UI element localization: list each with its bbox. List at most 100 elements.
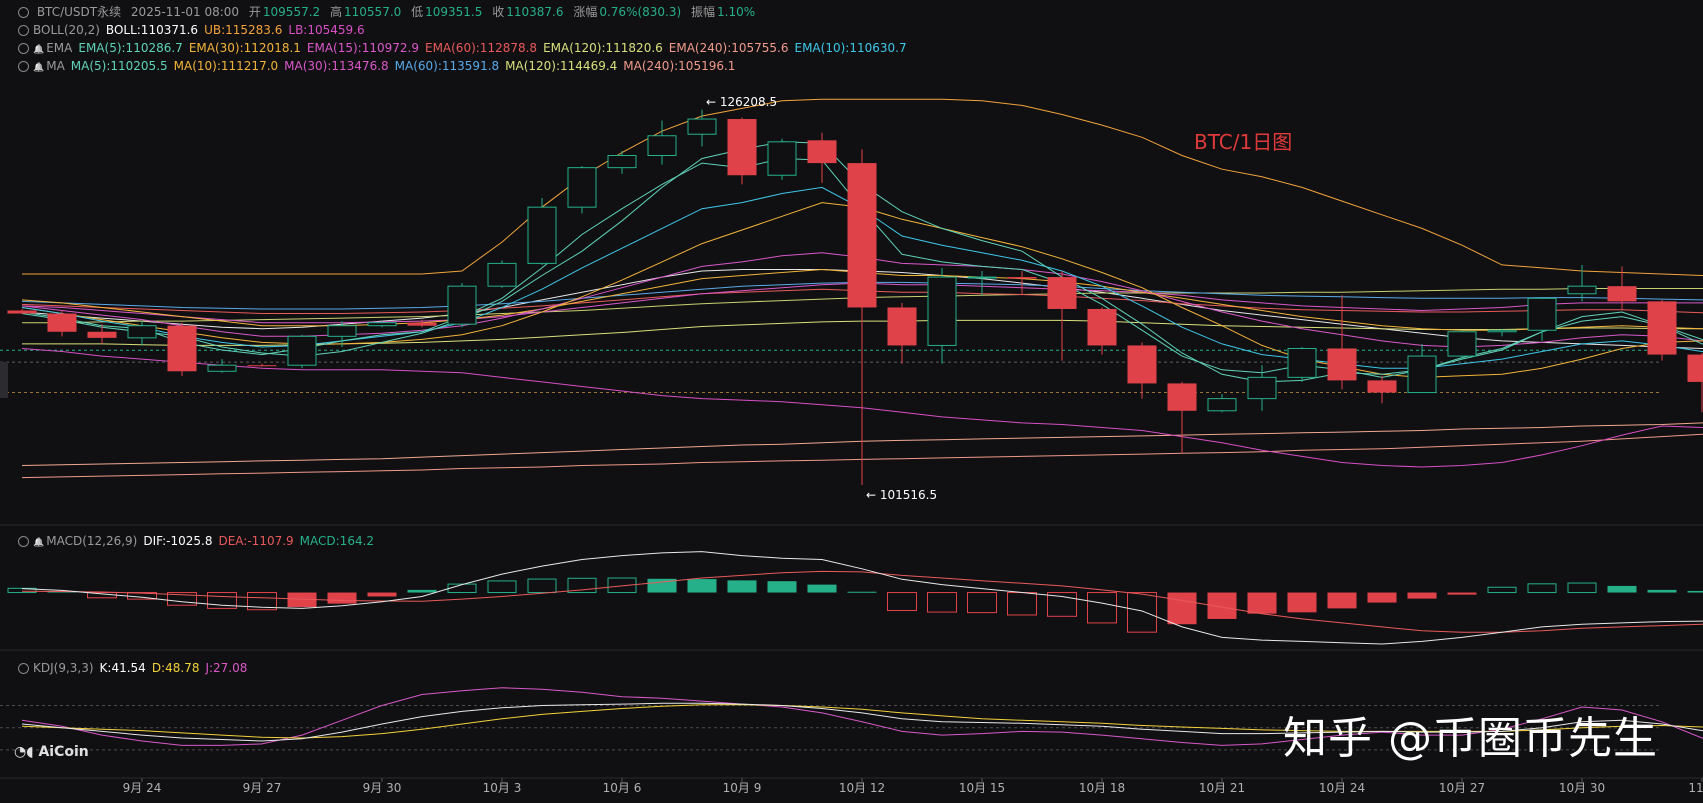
candle-body	[7, 310, 37, 314]
ma120-line	[22, 288, 1703, 324]
macd-alert-icon[interactable]: 🔔	[33, 538, 45, 548]
x-axis-tick-label: 10月 15	[959, 781, 1005, 795]
panel-drag-handle[interactable]	[0, 362, 8, 398]
candle-body	[1087, 308, 1117, 346]
x-axis-tick-label: 10月 24	[1319, 781, 1365, 795]
macd-bar	[1167, 592, 1197, 625]
ema-value: EMA(10):110630.7	[794, 41, 907, 55]
macd-bar	[447, 583, 477, 594]
macd-bar	[527, 578, 557, 594]
candle-body	[207, 364, 237, 372]
candle-body	[487, 262, 517, 287]
candle-body	[927, 276, 957, 346]
ma-alert-icon[interactable]: 🔔	[33, 63, 45, 73]
kdj-toggle-icon[interactable]	[18, 663, 29, 674]
macd-bar	[727, 580, 757, 593]
macd-bar	[687, 579, 717, 593]
x-axis-tick-label: 9月 27	[243, 781, 282, 795]
candle-body	[527, 206, 557, 264]
x-axis-tick-label: 10月 27	[1439, 781, 1485, 795]
ema-toggle-icon[interactable]	[18, 43, 29, 54]
ema-value: EMA(240):105755.6	[668, 41, 789, 55]
amplitude-label: 振幅	[691, 5, 716, 19]
ma-label: MA	[46, 59, 65, 73]
watermark: 知乎 @币圈币先生	[1283, 713, 1658, 764]
macd-value: DIF:-1025.8	[143, 534, 213, 548]
ema-value: EMA(5):110286.7	[78, 41, 183, 55]
macd-bar	[287, 592, 317, 608]
candle-body	[47, 313, 77, 332]
ma240-line	[21, 433, 1703, 479]
ma-toggle-icon[interactable]	[18, 61, 29, 72]
candle-body	[1327, 348, 1357, 381]
boll-value: UB:115283.6	[204, 23, 283, 37]
macd-label: MACD(12,26,9)	[46, 534, 138, 548]
candle-body	[1207, 398, 1237, 412]
x-axis-tick-label: 10月 3	[483, 781, 522, 795]
change-value: 0.76%(830.3)	[599, 5, 682, 19]
x-axis-tick-label: 11月	[1688, 781, 1703, 795]
boll-value: BOLL:110371.6	[105, 23, 199, 37]
kdj-k-line	[21, 702, 1703, 742]
ema-legend: 🔔 EMA EMA(5):110286.7 EMA(30):112018.1 EMA(1…	[18, 40, 913, 58]
candle-body	[1527, 297, 1557, 331]
low-value: 109351.5	[425, 5, 483, 19]
candle-body	[407, 322, 437, 326]
macd-toggle-icon[interactable]	[18, 536, 29, 547]
ma-value: MA(5):110205.5	[70, 59, 168, 73]
aicoin-logo-text: AiCoin	[38, 744, 89, 760]
macd-panel	[7, 551, 1703, 645]
ema-alert-icon[interactable]: 🔔	[33, 45, 45, 55]
candle-body	[687, 118, 717, 135]
macd-bar	[1367, 592, 1397, 603]
macd-dif-line	[21, 551, 1703, 645]
candle-body	[1687, 354, 1703, 382]
boll-toggle-icon[interactable]	[18, 25, 29, 36]
price-labels: ← 126208.5 ← 101516.5	[706, 95, 937, 502]
close-label: 收	[492, 5, 505, 19]
kdj-legend: KDJ(9,3,3) K:41.54 D:48.78 J:27.08	[18, 660, 253, 676]
ema240-line	[21, 422, 1703, 466]
aicoin-logo-icon: ◔◖	[14, 744, 39, 760]
macd-bar	[1687, 590, 1703, 593]
x-axis: 9月 24 9月 27 9月 30 10月 3 10月 6 10月 9 10月 12 10月 …	[123, 778, 1703, 795]
candle-body	[247, 365, 277, 367]
ma-value: MA(240):105196.1	[623, 59, 736, 73]
macd-bar	[327, 592, 357, 604]
collapse-icon[interactable]	[18, 7, 29, 18]
candle-body	[1287, 347, 1317, 378]
candle-body	[447, 285, 477, 325]
kdj-value: D:48.78	[151, 661, 200, 675]
macd-bar	[1567, 582, 1597, 594]
candle-body	[1447, 331, 1477, 357]
macd-bar	[367, 592, 397, 597]
macd-legend: 🔔 MACD(12,26,9) DIF:-1025.8 DEA:-1107.9 MACD…	[18, 533, 380, 551]
candles	[7, 109, 1703, 485]
boll-label: BOLL(20,2)	[33, 23, 100, 37]
amplitude-value: 1.10%	[717, 5, 756, 19]
candle-body	[967, 276, 997, 279]
macd-value: DEA:-1107.9	[218, 534, 294, 548]
boll-upper-line	[22, 98, 1703, 276]
ema-value: EMA(60):112878.8	[424, 41, 538, 55]
macd-bar	[407, 589, 437, 593]
candle-body	[1607, 286, 1637, 302]
macd-bar	[1447, 592, 1477, 595]
candle-body	[767, 141, 797, 176]
candle-body	[1407, 355, 1437, 394]
candle-body	[1247, 376, 1277, 400]
macd-bar	[927, 592, 957, 613]
macd-bar	[1047, 592, 1077, 617]
candle-body	[367, 322, 397, 327]
macd-bar	[487, 580, 517, 594]
macd-bar	[847, 591, 877, 593]
kdj-panel	[0, 687, 1703, 751]
macd-dea-line	[21, 570, 1703, 633]
ma-value: MA(30):113476.8	[284, 59, 389, 73]
ema15-line	[21, 252, 1703, 348]
boll-legend: BOLL(20,2) BOLL:110371.6 UB:115283.6 LB:105…	[18, 22, 371, 38]
price-extreme-label: ← 101516.5	[866, 488, 937, 502]
ema60-line	[21, 288, 1703, 314]
candle-body	[1047, 277, 1077, 309]
